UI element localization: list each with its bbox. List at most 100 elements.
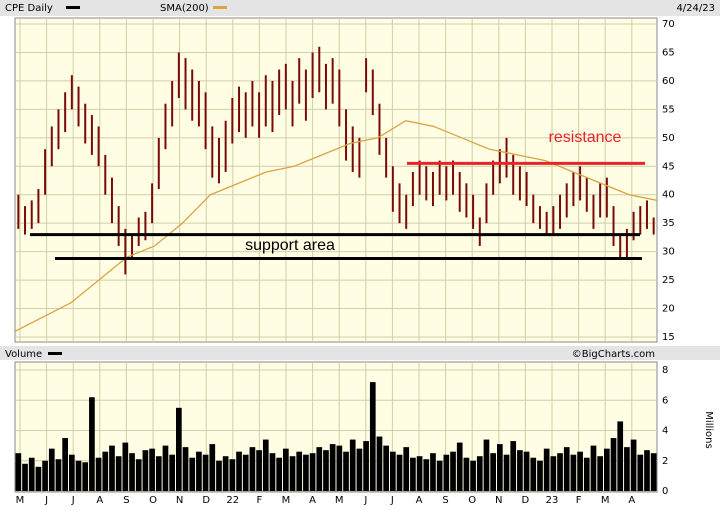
volume-bar <box>604 448 610 491</box>
volume-bar <box>577 451 583 491</box>
volume-bar <box>510 441 517 491</box>
volume-bar <box>383 445 389 491</box>
volume-bar <box>650 453 657 491</box>
volume-bar <box>617 421 624 491</box>
volume-bar <box>269 453 276 491</box>
volume-bar <box>430 453 436 491</box>
volume-bar <box>490 453 496 491</box>
volume-bar <box>169 454 175 491</box>
x-tick-label: N <box>176 495 183 506</box>
volume-bar <box>309 453 316 491</box>
volume-bar <box>349 439 356 491</box>
volume-bar <box>283 448 289 491</box>
x-tick-label: M <box>282 495 291 506</box>
legend-swatch <box>213 6 227 9</box>
volume-bar <box>517 450 523 491</box>
volume-bar <box>463 457 470 491</box>
volume-bar <box>436 460 443 491</box>
source: ©BigCharts.com <box>572 349 655 360</box>
y-tick-label: 0 <box>662 486 668 497</box>
volume-bar <box>216 460 222 491</box>
y-tick-label: 20 <box>662 304 675 315</box>
volume-bar <box>82 462 89 491</box>
volume-bar <box>523 451 530 491</box>
volume-bar <box>343 451 349 491</box>
volume-bar <box>256 450 262 491</box>
y-tick-label: 45 <box>662 161 675 172</box>
volume-bar <box>590 445 597 491</box>
y-tick-label: 25 <box>662 275 675 286</box>
volume-bar <box>102 451 109 491</box>
x-tick-label: S <box>442 495 448 506</box>
y-tick-label: 8 <box>662 365 668 376</box>
x-tick-label: S <box>123 495 129 506</box>
volume-bar <box>363 441 369 491</box>
volume-bar <box>48 448 55 491</box>
volume-bar <box>356 448 363 491</box>
x-tick-label: J <box>71 495 75 506</box>
volume-bar <box>470 460 476 491</box>
volume-bar <box>296 451 303 491</box>
x-tick-label: 23 <box>546 495 559 506</box>
volume-bar <box>155 456 162 491</box>
volume-bar <box>563 447 570 491</box>
x-tick-label: M <box>601 495 610 506</box>
volume-bar <box>222 456 229 491</box>
legend-swatch <box>66 6 80 9</box>
volume-bar <box>209 444 216 491</box>
x-tick-label: M <box>16 495 25 506</box>
volume-bar <box>450 451 456 491</box>
volume-panel <box>14 361 658 493</box>
volume-bar <box>55 459 62 491</box>
volume-bar <box>644 450 650 491</box>
volume-bar <box>229 459 236 491</box>
volume-bar <box>530 457 537 491</box>
date: 4/24/23 <box>676 3 715 14</box>
volume-bar <box>637 454 644 491</box>
x-tick-label: N <box>495 495 502 506</box>
price-panel <box>14 17 658 343</box>
volume-bar <box>369 382 376 491</box>
volume-bar <box>476 456 483 491</box>
y-tick-label: 70 <box>662 19 675 30</box>
volume-bar <box>403 447 410 491</box>
volume-bar <box>135 459 142 491</box>
volume-bar <box>570 454 577 491</box>
y-tick-label: 6 <box>662 395 668 406</box>
volume-bar <box>242 454 249 491</box>
volume-bar <box>329 444 336 491</box>
volume-bar <box>129 453 135 491</box>
volume-bar <box>550 456 557 491</box>
volume-strip <box>0 346 720 360</box>
x-tick-label: 22 <box>226 495 239 506</box>
volume-bar <box>62 438 68 491</box>
x-tick-label: J <box>363 495 367 506</box>
y-tick-label: 60 <box>662 76 675 87</box>
y-tick-label: 35 <box>662 218 675 229</box>
x-tick-label: A <box>416 495 423 506</box>
y-axis-title: Millions <box>703 411 714 448</box>
volume-bar <box>390 451 396 491</box>
volume-bar <box>176 407 182 491</box>
y-tick-label: 55 <box>662 104 675 115</box>
volume-bar <box>115 456 122 491</box>
x-tick-label: D <box>202 495 210 506</box>
volume-bar <box>109 445 115 491</box>
sma-legend: SMA(200) <box>160 3 209 14</box>
volume-bar <box>543 448 550 491</box>
volume-bar <box>28 457 35 491</box>
volume-bar <box>537 460 543 491</box>
volume-bar <box>483 439 490 491</box>
volume-bar <box>423 459 430 491</box>
volume-bar <box>583 457 590 491</box>
volume-bar <box>189 457 196 491</box>
x-tick-label: D <box>522 495 530 506</box>
volume-bar <box>316 447 323 491</box>
x-tick-label: A <box>96 495 103 506</box>
annotation: support area <box>245 237 335 254</box>
volume-bar <box>336 445 343 491</box>
y-tick-label: 40 <box>662 190 675 201</box>
header-strip <box>0 0 720 16</box>
x-tick-label: F <box>257 495 263 506</box>
